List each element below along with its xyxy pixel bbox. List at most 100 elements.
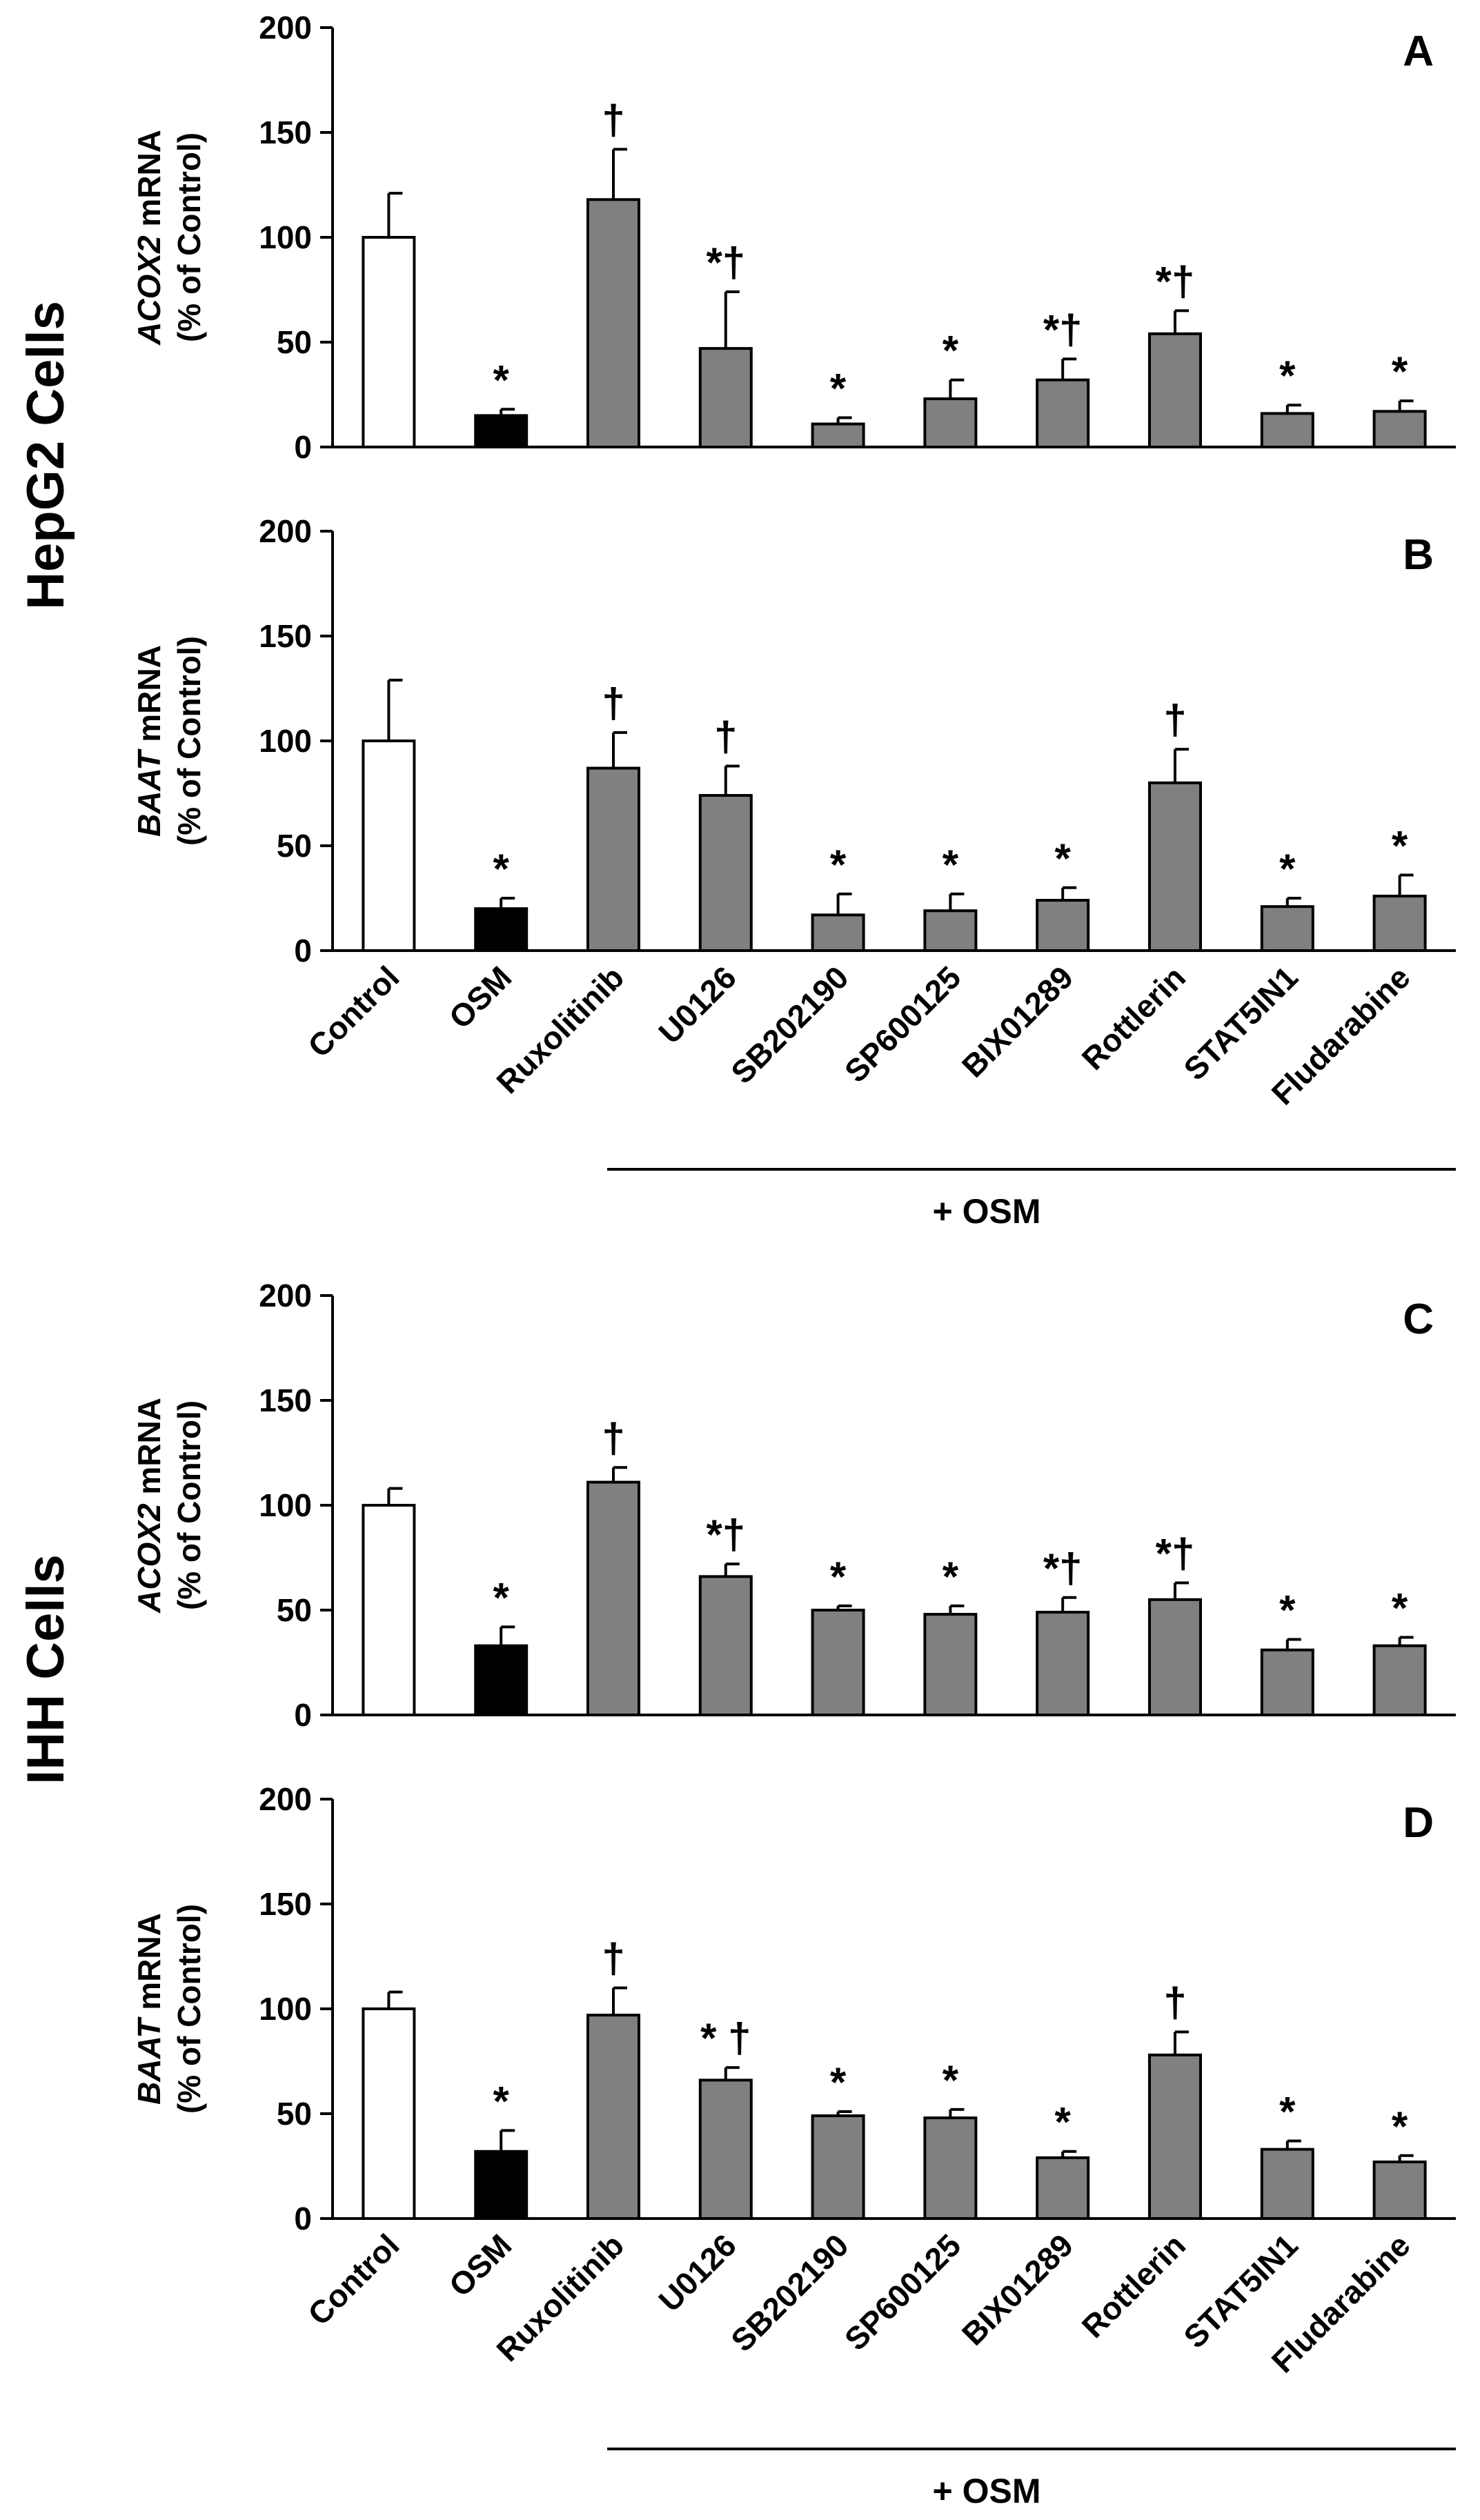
significance-mark-b: † bbox=[602, 680, 624, 726]
y-label-b: BAAT mRNA bbox=[131, 645, 167, 837]
category-label-b: BIX01289 bbox=[955, 959, 1080, 1084]
bar-b bbox=[586, 766, 640, 953]
bar-b bbox=[1148, 781, 1202, 953]
significance-mark-d: * bbox=[1392, 2103, 1408, 2150]
category-label-b: U0126 bbox=[651, 959, 743, 1051]
bar-c bbox=[586, 1480, 640, 1717]
significance-mark-b: * bbox=[1279, 846, 1296, 892]
bar-a bbox=[586, 198, 640, 448]
significance-mark-b: * bbox=[493, 846, 510, 892]
significance-mark-c: * bbox=[943, 1554, 959, 1600]
bar-c bbox=[1260, 1648, 1314, 1717]
significance-mark-c: *† bbox=[706, 1511, 745, 1558]
y-tick-label-c: 150 bbox=[259, 1382, 312, 1418]
significance-mark-a: † bbox=[602, 97, 624, 143]
y-label-gene-c: ACOX2 bbox=[131, 1503, 167, 1614]
y-tick-label-c: 50 bbox=[277, 1592, 312, 1628]
panel-letter-d: D bbox=[1403, 1799, 1434, 1847]
significance-mark-b: * bbox=[1055, 835, 1072, 882]
significance-mark-c: * bbox=[493, 1574, 510, 1620]
y-label-unit-b: mRNA bbox=[131, 645, 167, 751]
significance-mark-d: * bbox=[830, 2059, 847, 2105]
significance-mark-b: * bbox=[1392, 823, 1408, 869]
bar-d bbox=[474, 2150, 529, 2220]
y-label-line2-b: (% of Control) bbox=[171, 636, 207, 846]
category-label-b: OSM bbox=[442, 959, 518, 1035]
significance-mark-a: *† bbox=[1156, 258, 1195, 304]
category-label-d: SP600125 bbox=[838, 2227, 968, 2357]
significance-mark-a: * bbox=[493, 357, 510, 403]
y-tick-label-d: 50 bbox=[277, 2096, 312, 2132]
bar-b bbox=[923, 909, 978, 952]
bar-b bbox=[1260, 905, 1314, 953]
y-label-unit-d: mRNA bbox=[131, 1913, 167, 2018]
bar-d bbox=[1260, 2147, 1314, 2220]
group-label-bottom: + OSM bbox=[933, 2472, 1041, 2510]
bar-d bbox=[1036, 2156, 1090, 2221]
y-label-gene-a: ACOX2 bbox=[131, 235, 167, 346]
significance-mark-d: * bbox=[943, 2057, 959, 2103]
panel-letter-c: C bbox=[1403, 1296, 1434, 1343]
bar-a bbox=[474, 414, 529, 449]
group-label-top: + OSM bbox=[933, 1192, 1041, 1231]
significance-mark-d: † bbox=[1163, 1979, 1186, 2025]
bar-b bbox=[362, 740, 416, 952]
y-tick-label-a: 100 bbox=[259, 219, 312, 255]
significance-mark-d: * bbox=[1055, 2099, 1072, 2145]
y-tick-label-b: 50 bbox=[277, 828, 312, 864]
bar-a bbox=[362, 236, 416, 448]
bar-b bbox=[1372, 894, 1427, 952]
bar-c bbox=[923, 1613, 978, 1717]
significance-mark-a: * bbox=[1392, 348, 1408, 395]
y-label-c: ACOX2 mRNA bbox=[131, 1398, 167, 1614]
bar-c bbox=[362, 1504, 416, 1716]
y-tick-label-d: 100 bbox=[259, 1991, 312, 2027]
bar-d bbox=[811, 2114, 865, 2221]
significance-mark-d: * bbox=[1279, 2089, 1296, 2135]
bar-a bbox=[811, 422, 865, 448]
bar-c bbox=[698, 1575, 753, 1717]
significance-mark-c: * bbox=[830, 1554, 847, 1600]
panel-letter-b: B bbox=[1403, 531, 1434, 579]
bar-d bbox=[923, 2116, 978, 2221]
y-tick-label-b: 150 bbox=[259, 618, 312, 654]
bar-b bbox=[1036, 899, 1090, 953]
significance-mark-c: *† bbox=[1156, 1530, 1195, 1576]
significance-mark-b: † bbox=[1163, 697, 1186, 743]
significance-mark-c: † bbox=[602, 1415, 624, 1461]
significance-mark-a: * bbox=[830, 365, 847, 411]
significance-mark-b: † bbox=[714, 713, 737, 760]
category-label-d: BIX01289 bbox=[955, 2227, 1080, 2352]
y-tick-label-c: 100 bbox=[259, 1487, 312, 1523]
y-tick-label-a: 50 bbox=[277, 324, 312, 360]
bar-a bbox=[923, 397, 978, 449]
significance-mark-b: * bbox=[943, 842, 959, 888]
significance-mark-a: *† bbox=[706, 239, 745, 286]
bar-b bbox=[698, 794, 753, 953]
y-tick-label-d: 150 bbox=[259, 1886, 312, 1922]
bar-b bbox=[474, 907, 529, 952]
y-tick-label-d: 200 bbox=[259, 1781, 312, 1817]
significance-mark-c: * bbox=[1392, 1585, 1408, 1631]
y-tick-label-b: 0 bbox=[294, 933, 312, 969]
y-label-line2-d: (% of Control) bbox=[171, 1904, 207, 2114]
y-label-a: ACOX2 mRNA bbox=[131, 130, 167, 346]
significance-mark-a: * bbox=[943, 328, 959, 374]
y-tick-label-c: 200 bbox=[259, 1278, 312, 1313]
bar-a bbox=[698, 347, 753, 448]
y-label-gene-b: BAAT bbox=[131, 748, 167, 837]
cell-label-bottom: IHH Cells bbox=[17, 1554, 75, 1785]
bar-a bbox=[1036, 378, 1090, 448]
bar-c bbox=[1036, 1611, 1090, 1717]
y-tick-label-a: 0 bbox=[294, 429, 312, 465]
y-label-line2-c: (% of Control) bbox=[171, 1400, 207, 1610]
category-label-b: Control bbox=[301, 959, 406, 1064]
y-label-gene-d: BAAT bbox=[131, 2016, 167, 2105]
bar-d bbox=[586, 2014, 640, 2221]
category-label-b: SB202190 bbox=[724, 959, 855, 1090]
category-label-d: OSM bbox=[442, 2227, 518, 2303]
bar-d bbox=[1148, 2053, 1202, 2220]
significance-mark-d: † bbox=[602, 1936, 624, 1982]
bar-a bbox=[1148, 332, 1202, 448]
